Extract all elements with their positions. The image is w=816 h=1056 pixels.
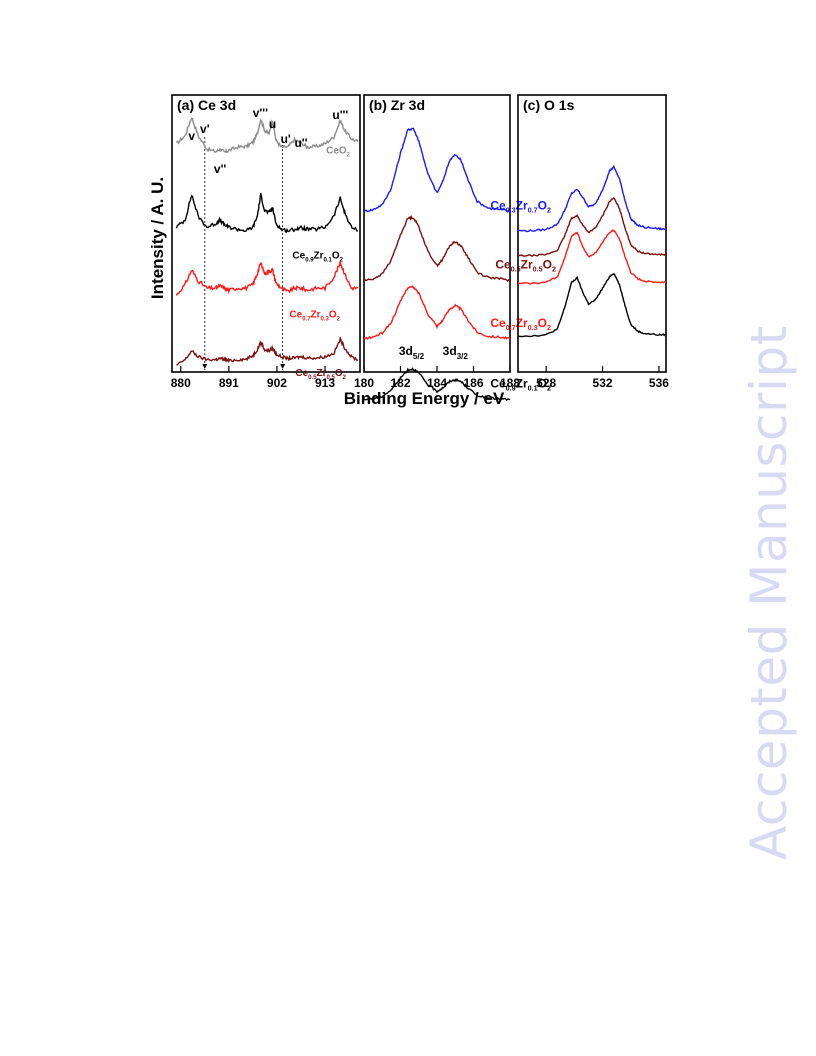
series-line	[175, 193, 359, 234]
series-label: Ce0.9Zr0.1O2	[490, 377, 551, 393]
panel-frame	[363, 94, 511, 373]
series-line	[517, 272, 667, 338]
series-label: Ce0.7Zr0.3O2	[289, 310, 340, 323]
x-tick-label: 891	[219, 376, 239, 390]
panel-frame	[517, 94, 667, 373]
series-line	[176, 335, 359, 366]
peak-label: v'''	[253, 106, 268, 120]
x-tick-label: 186	[463, 376, 483, 390]
series-line	[517, 164, 666, 233]
peak-label: 3d5/2	[399, 344, 425, 361]
series-line	[175, 117, 359, 154]
reference-arrow	[202, 364, 208, 369]
series-label: Ce0.7Zr0.3O2	[490, 316, 551, 332]
x-tick-label: 913	[315, 376, 335, 390]
series-line	[518, 196, 667, 258]
series-label: Ce0.5Zr0.5O2	[295, 368, 346, 381]
peak-label: 3d3/2	[443, 344, 469, 361]
accepted-manuscript-watermark: Accepted Manuscript	[740, 325, 798, 860]
series-line	[517, 229, 667, 285]
series-line	[363, 214, 511, 283]
x-tick-label: 184	[427, 376, 447, 390]
panel-1: (a) Ce 3d 880 891 902 913 CeO2 Ce0.9Zr0.1O2 Ce0…	[171, 94, 361, 390]
peak-label: v'	[200, 122, 210, 136]
peak-label: u'	[281, 132, 291, 146]
x-tick-label: 528	[536, 376, 556, 390]
y-axis-label: Intensity / A. U.	[148, 177, 167, 299]
x-tick-label: 536	[649, 376, 669, 390]
reference-arrow	[280, 364, 286, 369]
x-tick-label: 188	[500, 376, 520, 390]
x-tick-label: 902	[267, 376, 287, 390]
series-line	[363, 127, 511, 213]
series-line	[175, 261, 359, 296]
series-line	[363, 367, 511, 401]
x-tick-label: 532	[593, 376, 613, 390]
peak-label: u	[269, 117, 276, 131]
peak-label: u''	[294, 136, 307, 150]
panel-title: (c) O 1s	[523, 97, 575, 113]
panel-2: (b) Zr 3d 180 182 184 186 188 Ce0.3Zr0.7O2 Ce0.…	[354, 94, 556, 401]
series-label: Ce0.9Zr0.1O2	[292, 251, 343, 264]
series-label: Ce0.5Zr0.5O2	[495, 258, 556, 274]
panel-title: (b) Zr 3d	[369, 97, 425, 113]
panel-frame	[171, 94, 361, 373]
panel-3: (c) O 1s 528 532 536	[517, 94, 669, 390]
series-label: CeO2	[326, 146, 351, 159]
peak-label: v''	[214, 162, 227, 176]
x-tick-label: 880	[171, 376, 191, 390]
series-label: Ce0.3Zr0.7O2	[490, 198, 551, 214]
panel-title: (a) Ce 3d	[177, 97, 236, 113]
x-tick-label: 180	[354, 376, 374, 390]
series-line	[363, 285, 511, 340]
peak-label: u'''	[332, 108, 348, 122]
panels: (a) Ce 3d 880 891 902 913 CeO2 Ce0.9Zr0.1O2 Ce0…	[171, 94, 669, 401]
x-tick-label: 182	[390, 376, 410, 390]
x-axis-label: Binding Energy / eV	[344, 389, 505, 408]
peak-label: v	[188, 129, 195, 143]
